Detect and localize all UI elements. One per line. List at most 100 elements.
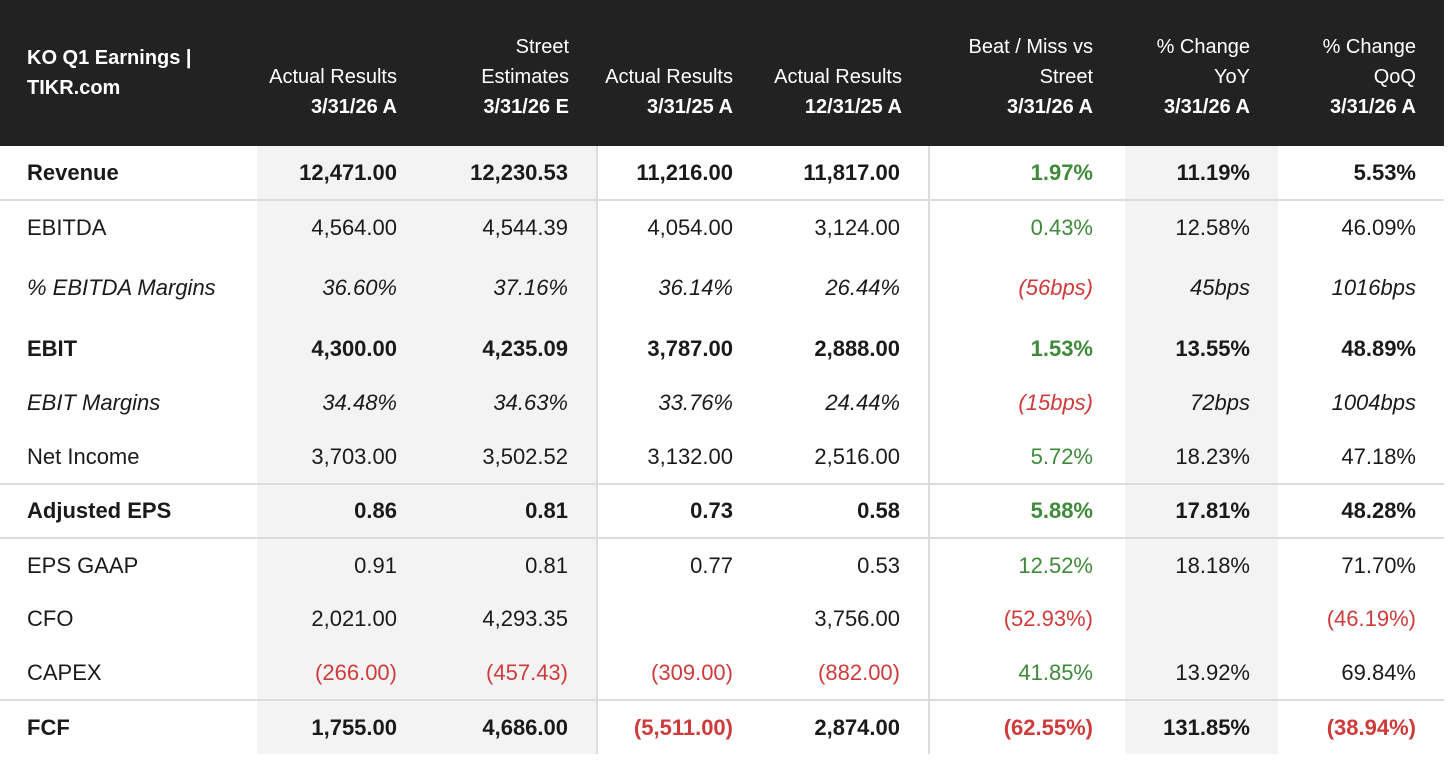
table-cell: 36.14% [596,254,761,322]
table-cell: 48.28% [1278,483,1444,538]
row-label: Net Income [27,443,140,469]
table-cell: 3,756.00 [814,606,900,631]
table-cell: 11,817.00 [803,159,900,185]
column-header-label: % Change YoY [1156,36,1250,88]
table-row: CAPEX (266.00) (457.43) (309.00) (882.00… [0,646,1444,700]
table-cell: 18.18% [1125,537,1278,592]
table-cell: 3,787.00 [596,322,761,376]
table-row: Revenue 12,471.00 12,230.53 11,216.00 11… [0,146,1444,200]
row-label: CAPEX [27,659,102,685]
table-row: % EBITDA Margins 36.60% 37.16% 36.14% 26… [0,254,1444,322]
table-cell: 1016bps [1331,275,1416,300]
table-cell: 17.81% [1125,483,1278,538]
table-title: KO Q1 Earnings | TIKR.com [0,0,257,146]
table-cell: 3,124.00 [761,199,929,254]
column-header: % Change YoY 3/31/26 A [1125,0,1278,146]
table-cell: 34.63% [425,376,597,430]
column-header: Actual Results 3/31/26 A [257,0,425,146]
table-cell: (38.94%) [1278,699,1444,754]
table-cell: 1,755.00 [257,699,425,754]
table-cell: 0.43% [928,199,1125,254]
table-cell: 4,300.00 [257,322,425,376]
table-cell: 3,703.00 [257,430,425,484]
column-header: % Change QoQ 3/31/26 A [1278,0,1444,146]
column-header-label: Actual Results [774,66,902,88]
table-cell: 4,564.00 [257,199,425,254]
column-header: Actual Results 12/31/25 A [761,0,929,146]
table-cell: 48.89% [1341,336,1416,361]
column-header-label: Actual Results [605,66,733,88]
table-cell: 0.86 [257,483,425,538]
table-cell: 0.53 [761,537,929,592]
table-cell: (882.00) [818,659,900,685]
table-cell: 0.77 [596,537,761,592]
table-cell: 41.85% [928,646,1125,700]
table-cell: 11.19% [1125,146,1278,200]
earnings-table: KO Q1 Earnings | TIKR.com Actual Results… [0,0,1444,754]
table-row: Adjusted EPS 0.86 0.81 0.73 0.58 5.88% 1… [0,483,1444,538]
table-cell: 0.58 [761,483,929,538]
table-cell: 2,874.00 [761,699,929,754]
table-cell: (457.43) [425,646,597,700]
table-cell: (15bps) [928,376,1125,430]
table-row: Net Income 3,703.00 3,502.52 3,132.00 2,… [0,430,1444,484]
table-cell: (46.19%) [1326,606,1416,631]
table-cell: 0.81 [425,483,597,538]
column-header-date: 3/31/25 A [647,96,733,118]
table-cell: 1.53% [928,322,1125,376]
row-label: Adjusted EPS [0,483,257,538]
column-header-label: Street Estimates [481,36,569,88]
row-label: % EBITDA Margins [27,275,216,300]
column-header-label: Beat / Miss vs Street [968,36,1093,88]
table-cell: 46.09% [1278,199,1444,254]
table-cell: 33.76% [596,376,761,430]
column-header-date: 3/31/26 A [311,96,397,118]
column-header-label: Actual Results [269,66,397,88]
column-header: Actual Results 3/31/25 A [597,0,761,146]
table-cell: 4,293.35 [425,592,597,646]
table-cell: 3,502.52 [425,430,597,484]
table-cell: 11,216.00 [596,146,761,200]
table-cell: 36.60% [257,254,425,322]
table-row: EBIT 4,300.00 4,235.09 3,787.00 2,888.00… [0,322,1444,376]
table-row: EBITDA 4,564.00 4,544.39 4,054.00 3,124.… [0,199,1444,254]
table-row: EBIT Margins 34.48% 34.63% 33.76% 24.44%… [0,376,1444,430]
table-row: EPS GAAP 0.91 0.81 0.77 0.53 12.52% 18.1… [0,537,1444,592]
table-title-text: KO Q1 Earnings | TIKR.com [27,47,192,99]
table-cell: 1.97% [928,146,1125,200]
table-cell: 5.53% [1353,159,1416,185]
table-cell: 71.70% [1278,537,1444,592]
column-header-date: 3/31/26 A [1007,96,1093,118]
column-header-date: 3/31/26 E [483,96,569,118]
table-cell: 0.73 [596,483,761,538]
table-cell: 18.23% [1125,430,1278,484]
column-header: Beat / Miss vs Street 3/31/26 A [929,0,1125,146]
table-cell: 0.81 [425,537,597,592]
table-cell: 69.84% [1341,659,1416,685]
column-header-date: 3/31/26 A [1330,96,1416,118]
row-label: EBITDA [0,199,257,254]
table-cell: 3,132.00 [596,430,761,484]
table-cell: 13.55% [1125,322,1278,376]
table-cell: (5,511.00) [596,699,761,754]
row-label: CFO [27,606,74,631]
table-row: CFO 2,021.00 4,293.35 3,756.00 (52.93%) … [0,592,1444,646]
column-header: Street Estimates 3/31/26 E [425,0,597,146]
row-label: Revenue [27,159,119,185]
table-body: Revenue 12,471.00 12,230.53 11,216.00 11… [0,146,1444,754]
table-cell: (309.00) [596,646,761,700]
table-cell: 24.44% [825,390,900,415]
table-cell: 45bps [1125,254,1278,322]
table-cell: 5.72% [928,430,1125,484]
table-cell: 1004bps [1331,390,1416,415]
table-cell: 2,021.00 [257,592,425,646]
table-cell: (62.55%) [928,699,1125,754]
table-header: KO Q1 Earnings | TIKR.com Actual Results… [0,0,1444,146]
column-header-label: % Change QoQ [1322,36,1416,88]
table-cell: 72bps [1125,376,1278,430]
table-cell: 2,888.00 [814,336,900,361]
table-cell: 5.88% [928,483,1125,538]
table-cell: 12,230.53 [425,146,597,200]
table-cell: 13.92% [1125,646,1278,700]
